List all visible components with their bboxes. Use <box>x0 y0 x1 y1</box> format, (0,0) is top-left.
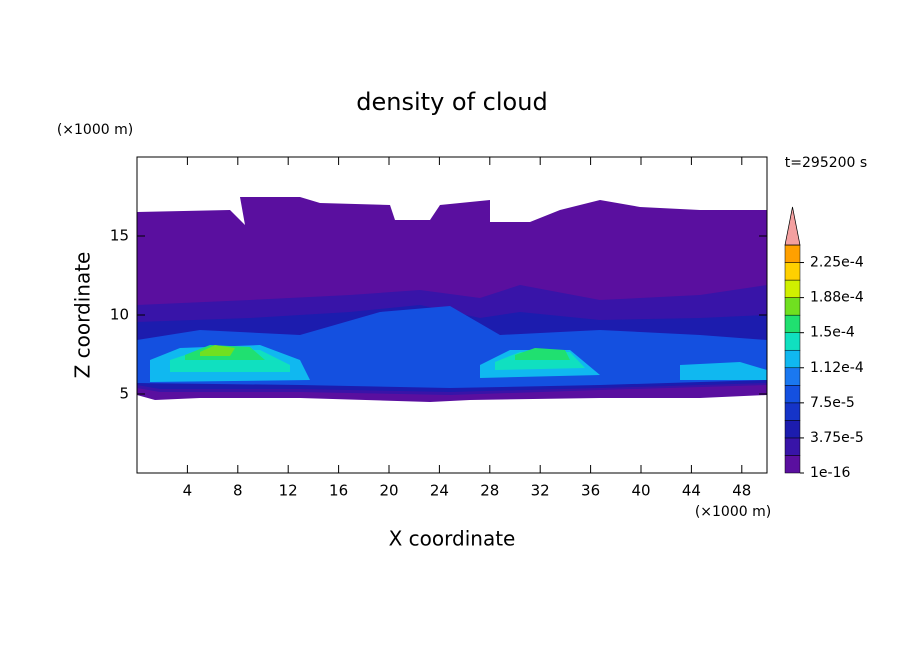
x-tick-label: 20 <box>379 482 398 500</box>
colorbar-extend <box>784 206 801 246</box>
colorbar-tick-label: 1.88e-4 <box>810 290 864 306</box>
colorbar-tick-label: 1.12e-4 <box>810 360 864 376</box>
x-tick-label: 40 <box>631 482 650 500</box>
contour-region <box>515 348 570 360</box>
contour-region <box>200 345 235 356</box>
x-tick-label: 24 <box>430 482 449 500</box>
colorbar-box <box>784 332 801 351</box>
annotation: t=295200 s <box>785 155 867 171</box>
colorbar-tick-label: 1.5e-4 <box>810 325 855 341</box>
y-unit: (×1000 m) <box>57 122 133 138</box>
colorbar-tick-label: 1e-16 <box>810 465 850 481</box>
contour-field <box>137 197 767 402</box>
colorbar-box <box>784 437 801 456</box>
x-tick-label: 48 <box>732 482 751 500</box>
colorbar-box <box>784 367 801 386</box>
y-tick-label: 15 <box>110 227 129 245</box>
chart-title: density of cloud <box>356 88 547 116</box>
colorbar-tick-label: 3.75e-5 <box>810 430 864 446</box>
x-tick-label: 16 <box>329 482 348 500</box>
colorbar-box <box>784 349 801 369</box>
x-unit: (×1000 m) <box>695 504 771 520</box>
contour-region <box>680 362 767 380</box>
x-tick-label: 44 <box>682 482 701 500</box>
colorbar-box <box>784 244 801 263</box>
colorbar-box <box>784 314 801 333</box>
colorbar-box <box>784 297 801 316</box>
colorbar-box <box>784 420 801 439</box>
x-tick-label: 36 <box>581 482 600 500</box>
x-axis-title: X coordinate <box>389 527 516 551</box>
y-tick-label: 10 <box>110 306 129 324</box>
y-axis-title: Z coordinate <box>71 252 95 379</box>
x-tick-label: 8 <box>233 482 243 500</box>
colorbar-box <box>784 262 801 281</box>
colorbar-box <box>784 385 801 404</box>
x-tick-label: 4 <box>183 482 193 500</box>
colorbar-box <box>784 455 801 474</box>
colorbar-tick-label: 7.5e-5 <box>810 395 855 411</box>
y-tick-label: 5 <box>119 385 129 403</box>
colorbar-tick-label: 2.25e-4 <box>810 255 864 271</box>
x-tick-label: 12 <box>279 482 298 500</box>
colorbar-box <box>784 402 801 421</box>
x-tick-label: 28 <box>480 482 499 500</box>
colorbar-box <box>784 279 801 298</box>
x-tick-label: 32 <box>531 482 550 500</box>
